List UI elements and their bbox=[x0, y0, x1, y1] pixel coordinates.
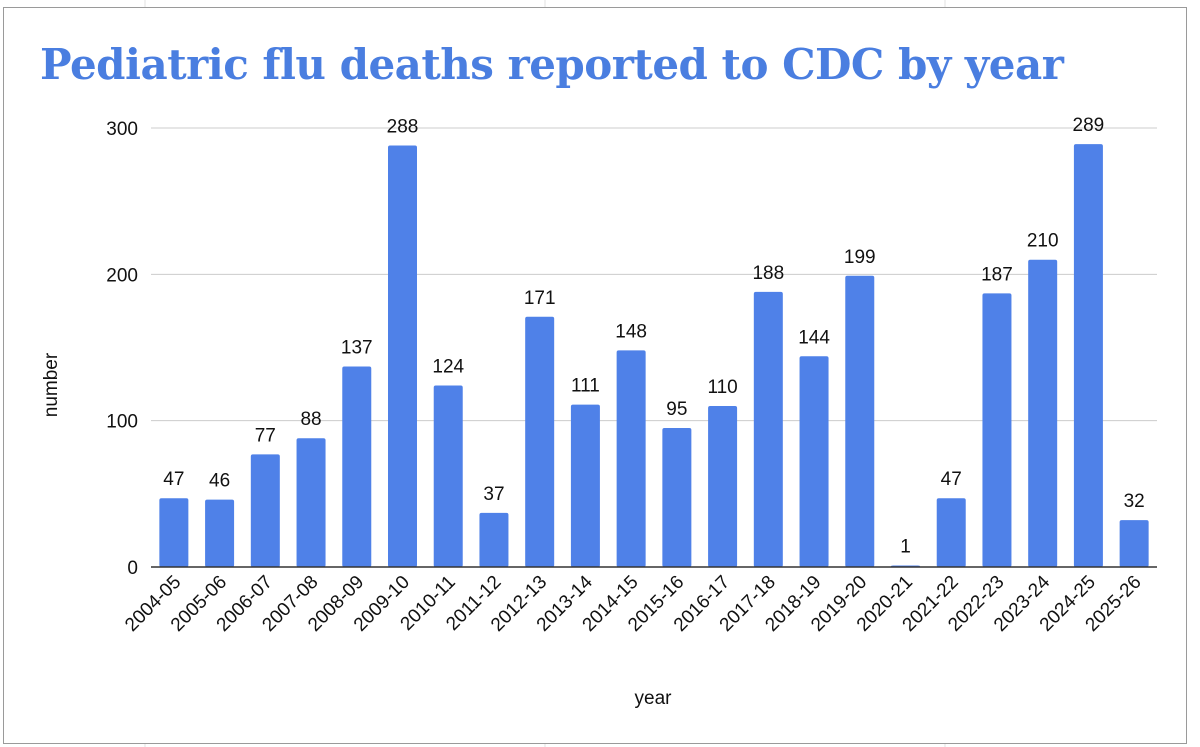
data-label: 32 bbox=[1124, 491, 1145, 512]
y-tick-label: 300 bbox=[106, 119, 138, 140]
bar bbox=[845, 275, 875, 567]
data-label: 95 bbox=[666, 399, 687, 420]
data-label: 46 bbox=[209, 471, 230, 492]
bar bbox=[525, 316, 555, 567]
bar bbox=[936, 498, 966, 567]
bar bbox=[205, 499, 235, 567]
bar bbox=[1073, 144, 1103, 567]
data-label: 288 bbox=[387, 117, 419, 138]
bar bbox=[159, 498, 189, 567]
bar bbox=[250, 454, 280, 567]
data-label: 187 bbox=[981, 264, 1013, 285]
data-label: 148 bbox=[615, 321, 647, 342]
bar bbox=[616, 350, 646, 567]
data-label: 199 bbox=[844, 247, 876, 268]
bar bbox=[753, 291, 783, 567]
x-axis-title: year bbox=[635, 688, 673, 709]
bar bbox=[342, 366, 372, 567]
bar bbox=[1119, 520, 1149, 567]
bar bbox=[1028, 259, 1058, 567]
bar bbox=[662, 427, 692, 567]
data-label: 210 bbox=[1027, 231, 1059, 252]
data-label: 1 bbox=[900, 537, 911, 558]
bar bbox=[479, 512, 509, 567]
bar bbox=[388, 145, 417, 567]
data-label: 111 bbox=[571, 376, 600, 397]
y-tick-label: 0 bbox=[127, 558, 138, 579]
bar bbox=[570, 404, 600, 567]
data-label: 47 bbox=[163, 469, 184, 490]
bar bbox=[708, 406, 738, 567]
y-tick-label: 100 bbox=[106, 412, 138, 433]
data-label: 124 bbox=[432, 357, 464, 378]
data-label: 88 bbox=[300, 409, 321, 430]
data-label: 171 bbox=[524, 288, 556, 309]
data-label: 289 bbox=[1073, 115, 1105, 136]
bar bbox=[982, 293, 1012, 567]
bar bbox=[296, 438, 326, 567]
chart-title: Pediatric flu deaths reported to CDC by … bbox=[40, 40, 1064, 89]
data-label: 47 bbox=[941, 469, 962, 490]
bar bbox=[433, 385, 463, 567]
data-label: 144 bbox=[798, 327, 830, 348]
data-label: 188 bbox=[752, 263, 784, 284]
data-label: 77 bbox=[255, 425, 276, 446]
data-label: 37 bbox=[483, 484, 504, 505]
bar bbox=[799, 356, 829, 567]
y-tick-label: 200 bbox=[106, 265, 138, 286]
y-axis-title: number bbox=[41, 352, 62, 417]
data-label: 110 bbox=[707, 377, 737, 398]
data-label: 137 bbox=[341, 338, 373, 359]
